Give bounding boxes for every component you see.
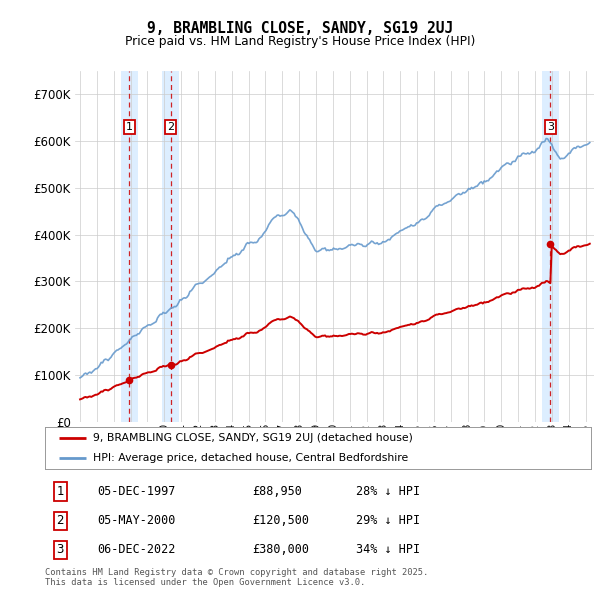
Text: 05-MAY-2000: 05-MAY-2000 xyxy=(97,514,175,527)
Text: 3: 3 xyxy=(547,122,554,132)
Text: £120,500: £120,500 xyxy=(253,514,310,527)
Text: £88,950: £88,950 xyxy=(253,485,302,498)
Text: 05-DEC-1997: 05-DEC-1997 xyxy=(97,485,175,498)
Text: Price paid vs. HM Land Registry's House Price Index (HPI): Price paid vs. HM Land Registry's House … xyxy=(125,35,475,48)
Text: 1: 1 xyxy=(126,122,133,132)
Text: £380,000: £380,000 xyxy=(253,543,310,556)
Text: 9, BRAMBLING CLOSE, SANDY, SG19 2UJ (detached house): 9, BRAMBLING CLOSE, SANDY, SG19 2UJ (det… xyxy=(93,433,413,443)
Text: 29% ↓ HPI: 29% ↓ HPI xyxy=(356,514,421,527)
Text: 2: 2 xyxy=(56,514,64,527)
Text: Contains HM Land Registry data © Crown copyright and database right 2025.
This d: Contains HM Land Registry data © Crown c… xyxy=(45,568,428,587)
Text: 3: 3 xyxy=(56,543,64,556)
Text: HPI: Average price, detached house, Central Bedfordshire: HPI: Average price, detached house, Cent… xyxy=(93,453,408,463)
Text: 28% ↓ HPI: 28% ↓ HPI xyxy=(356,485,421,498)
Text: 9, BRAMBLING CLOSE, SANDY, SG19 2UJ: 9, BRAMBLING CLOSE, SANDY, SG19 2UJ xyxy=(147,21,453,36)
Text: 34% ↓ HPI: 34% ↓ HPI xyxy=(356,543,421,556)
Bar xyxy=(162,71,179,422)
Text: 1: 1 xyxy=(56,485,64,498)
Text: 06-DEC-2022: 06-DEC-2022 xyxy=(97,543,175,556)
Bar xyxy=(121,71,137,422)
Bar xyxy=(542,71,559,422)
Text: 2: 2 xyxy=(167,122,174,132)
